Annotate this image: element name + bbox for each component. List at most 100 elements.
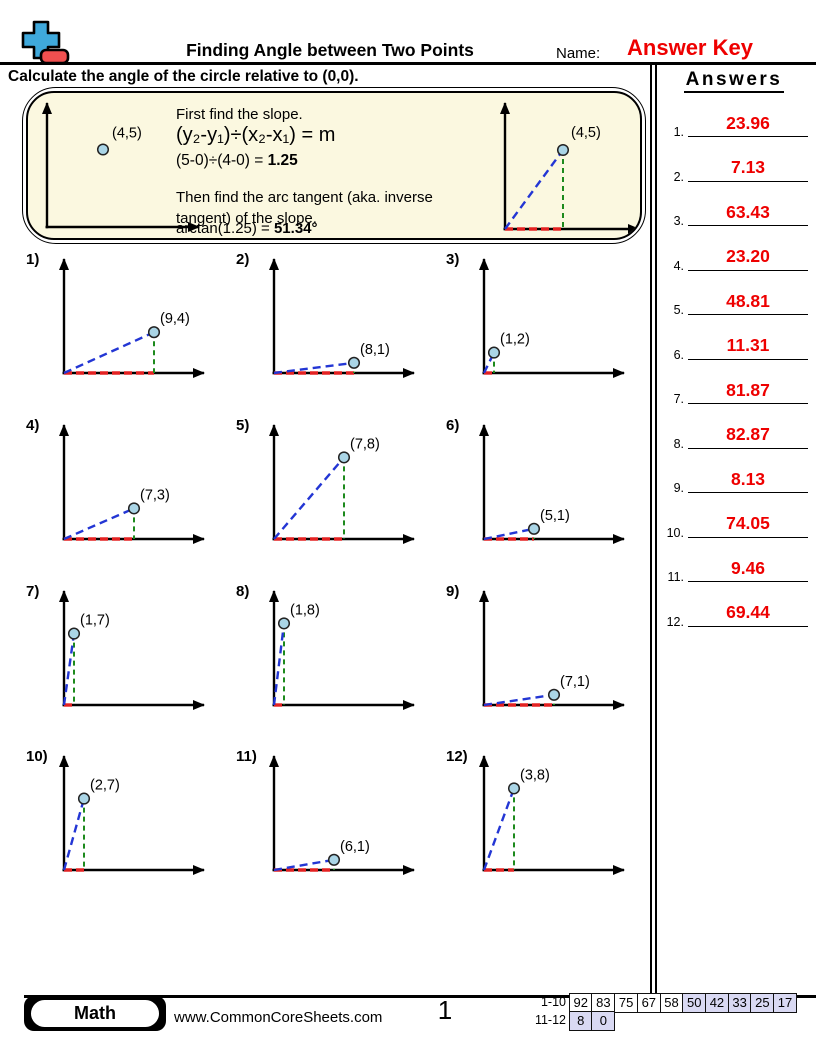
answer-number: 2. xyxy=(673,169,684,184)
problem-cell-5: 5) (7,8) xyxy=(236,415,441,567)
answer-blank-line: 9.46 xyxy=(688,559,808,582)
name-label: Name: xyxy=(556,45,601,62)
problem-graph: (7,3) xyxy=(48,417,230,562)
problem-cell-1: 1) (9,4) xyxy=(26,249,231,401)
problem-graph-svg-9: (7,1) xyxy=(479,589,625,710)
slope-calc-prefix: (5-0)÷(4-0) = xyxy=(176,152,268,169)
answer-value: 74.05 xyxy=(726,513,770,533)
brand-bar: Math xyxy=(24,996,166,1031)
answer-number: 5. xyxy=(673,303,684,317)
point-label: (7,1) xyxy=(560,673,590,689)
answer-row-4: 4. 23.20 xyxy=(658,229,810,273)
arctan-prefix: arctan(1.25) = xyxy=(176,220,274,237)
answer-row-7: 7. 81.87 xyxy=(658,362,810,406)
page-number: 1 xyxy=(437,995,453,1025)
answer-row-9: 9. 8.13 xyxy=(658,451,810,495)
problem-cell-11: 11) (6,1) xyxy=(236,746,441,898)
problem-number: 1) xyxy=(26,251,40,268)
point-marker xyxy=(96,143,110,156)
score-cell: 33 xyxy=(727,993,752,1013)
answers-divider xyxy=(650,65,657,995)
answer-blank-line: 63.43 xyxy=(688,203,808,226)
answer-row-11: 11. 9.46 xyxy=(658,540,810,584)
answer-value: 81.87 xyxy=(726,379,770,400)
score-row-2: 11-12 8 0 xyxy=(532,1011,797,1031)
instruction-text: Calculate the angle of the circle relati… xyxy=(8,68,359,85)
answer-value: 11.31 xyxy=(726,335,770,355)
point-label: (4,5) xyxy=(571,125,601,141)
problem-graph-svg-3: (1,2) xyxy=(479,258,625,378)
slope-calc-value: 1.25 xyxy=(267,152,298,169)
name-value-answer-key: Answer Key xyxy=(627,35,753,60)
point-label: (7,8) xyxy=(350,436,380,452)
problem-cell-6: 6) (5,1) xyxy=(446,415,651,567)
example-text-block: First find the slope. (y₂-y₁)÷(x₂-x₁) = … xyxy=(176,93,481,238)
answer-value: 69.44 xyxy=(726,602,770,622)
page-title: Finding Angle between Two Points xyxy=(186,40,474,60)
example-graph-plain: (4,5) xyxy=(36,95,241,238)
problem-graph-svg-8: (1,8) xyxy=(269,589,415,710)
answer-number: 11. xyxy=(667,570,684,584)
example-slope-formula: (y₂-y₁)÷(x₂-x₁) = m xyxy=(176,124,336,146)
answer-row-1: 1. 23.96 xyxy=(658,95,810,139)
answer-value: 7.13 xyxy=(730,157,766,177)
point-marker xyxy=(507,782,521,795)
problem-graph-svg-11: (6,1) xyxy=(269,755,415,876)
answer-value: 8.13 xyxy=(730,468,766,489)
point-label: (8,1) xyxy=(360,342,390,358)
example-slope-calc: (5-0)÷(4-0) = 1.25 xyxy=(176,152,298,170)
answers-header: Answers xyxy=(658,69,810,93)
point-marker xyxy=(67,627,81,640)
problem-cell-3: 3) (1,2) xyxy=(446,249,651,401)
score-table: 1-10 92 83 75 67 58 50 42 33 25 17 11-12 8 0 xyxy=(532,993,798,1031)
answer-blank-line: 48.81 xyxy=(688,290,808,315)
answer-blank-line: 8.13 xyxy=(688,468,808,493)
example-graph-plain-svg: (4,5) xyxy=(42,102,200,232)
problem-number: 6) xyxy=(446,416,460,434)
answer-value: 82.87 xyxy=(726,424,770,444)
score-cell: 42 xyxy=(704,993,729,1013)
problem-graph: (9,4) xyxy=(48,251,230,396)
problem-number: 4) xyxy=(26,416,40,434)
problem-number: 9) xyxy=(446,582,460,600)
score-cell: 8 xyxy=(568,1011,593,1031)
answer-row-2: 2. 7.13 xyxy=(658,140,810,184)
answer-number: 6. xyxy=(673,347,684,362)
point-label: (1,8) xyxy=(290,602,320,618)
problem-graph: (7,1) xyxy=(468,583,650,728)
problem-graph-svg-6: (5,1) xyxy=(479,423,625,544)
point-label: (9,4) xyxy=(160,311,190,327)
answer-row-12: 12. 69.44 xyxy=(658,585,810,629)
problem-graph: (3,8) xyxy=(468,748,650,893)
problem-number: 12) xyxy=(446,748,468,766)
answer-blank-line: 7.13 xyxy=(688,157,808,182)
problem-graph-svg-7: (1,7) xyxy=(59,589,205,710)
problem-graph-svg-2: (8,1) xyxy=(269,258,415,378)
answer-value: 23.20 xyxy=(726,246,770,266)
problem-cell-12: 12) (3,8) xyxy=(446,746,651,898)
point-marker xyxy=(347,356,361,369)
problem-number: 7) xyxy=(26,582,40,600)
point-marker xyxy=(77,792,91,806)
problem-cell-7: 7) (1,7) xyxy=(26,581,231,733)
plus-minus-logo-icon xyxy=(21,20,70,65)
example-graph-solved-svg: (4,5) xyxy=(500,102,640,234)
score-cell: 17 xyxy=(773,993,798,1013)
answer-blank-line: 81.87 xyxy=(688,379,808,404)
answer-blank-line: 23.96 xyxy=(688,114,808,137)
answer-number: 12. xyxy=(666,614,684,629)
problem-graph: (7,8) xyxy=(258,417,440,562)
answers-header-text: Answers xyxy=(683,69,785,93)
point-marker xyxy=(147,326,161,339)
answer-value: 48.81 xyxy=(726,290,770,311)
problem-graph: (5,1) xyxy=(468,417,650,562)
arctan-value: 51.34° xyxy=(273,220,318,237)
score-row-1: 1-10 92 83 75 67 58 50 42 33 25 17 xyxy=(532,993,798,1013)
point-marker xyxy=(127,502,141,515)
website-text: www.CommonCoreSheets.com xyxy=(174,1009,383,1026)
answer-number: 4. xyxy=(673,258,684,273)
score-cell: 50 xyxy=(682,993,707,1013)
problem-cell-2: 2) (8,1) xyxy=(236,249,441,401)
point-marker xyxy=(337,451,351,464)
problem-graph: (1,8) xyxy=(258,583,440,728)
